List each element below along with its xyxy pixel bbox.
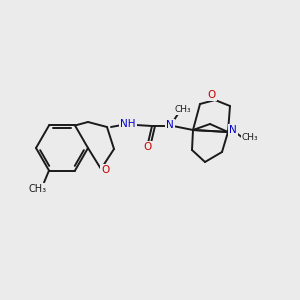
Text: CH₃: CH₃: [242, 134, 258, 142]
Text: O: O: [208, 90, 216, 100]
Text: CH₃: CH₃: [175, 106, 191, 115]
Text: CH₃: CH₃: [29, 184, 47, 194]
Text: NH: NH: [120, 119, 136, 129]
Text: N: N: [166, 120, 174, 130]
Text: O: O: [101, 165, 109, 175]
Text: O: O: [144, 142, 152, 152]
Text: N: N: [229, 125, 237, 135]
